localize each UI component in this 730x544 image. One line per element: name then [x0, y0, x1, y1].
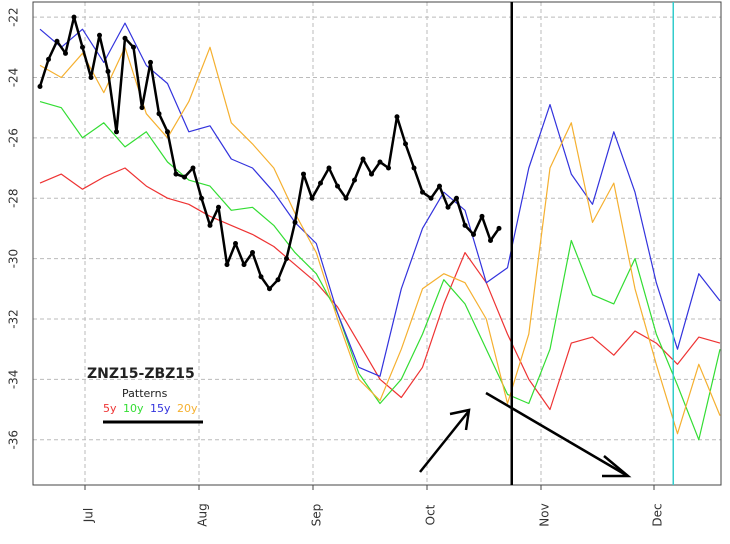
data-point: [326, 165, 332, 171]
data-point: [224, 262, 230, 268]
arrow-up-icon: [419, 411, 469, 473]
data-point: [462, 222, 468, 228]
data-point: [63, 50, 68, 56]
data-point: [428, 195, 434, 201]
legend-item-5y: 5y: [103, 402, 117, 415]
data-point: [71, 14, 77, 20]
y-tick-label: -36: [7, 430, 21, 450]
y-axis: -22 -24 -26 -28 -30 -32 -34 -36: [7, 7, 21, 449]
data-point: [122, 35, 128, 41]
data-point: [54, 38, 60, 44]
data-point: [139, 105, 145, 111]
data-point: [148, 59, 153, 65]
data-point: [97, 32, 102, 38]
legend-item-20y: 20y: [177, 402, 198, 415]
data-point: [199, 195, 204, 201]
data-point: [343, 195, 349, 201]
arrow-down-head: [602, 455, 632, 478]
data-point: [105, 68, 111, 74]
y-tick-label: -34: [7, 370, 21, 390]
x-axis: Jul Aug Sep Oct Nov Dec: [82, 485, 665, 527]
legend-item-10y: 10y: [123, 402, 144, 415]
data-point: [403, 141, 408, 147]
y-tick-label: -32: [7, 309, 21, 329]
arrow-up-head: [449, 408, 471, 431]
data-point: [420, 189, 425, 195]
x-tick-label: Sep: [310, 504, 324, 527]
x-tick-label: Aug: [196, 503, 210, 526]
data-point: [335, 183, 340, 189]
legend-item-15y: 15y: [150, 402, 171, 415]
y-tick-label: -28: [7, 188, 21, 208]
x-tick-label: Oct: [424, 504, 438, 525]
y-tick-label: -26: [7, 128, 21, 148]
data-point: [479, 213, 485, 219]
data-point: [88, 74, 94, 80]
data-point: [360, 156, 366, 162]
data-point: [454, 195, 459, 201]
data-point: [377, 159, 383, 165]
annotations: [419, 2, 674, 485]
data-point: [156, 111, 162, 117]
y-tick-label: -22: [7, 7, 21, 27]
x-tick-label: Nov: [538, 503, 552, 526]
data-point: [471, 231, 476, 237]
y-tick-label: -30: [7, 249, 21, 269]
data-point: [258, 274, 264, 280]
data-point: [216, 204, 221, 210]
data-point: [267, 286, 272, 292]
chart-title: ZNZ15-ZBZ15: [87, 366, 195, 382]
series-line-5y: [39, 167, 721, 411]
data-point: [394, 114, 400, 120]
data-point: [284, 256, 289, 262]
data-point: [241, 262, 247, 268]
data-point: [131, 44, 136, 50]
series-line-15y: [39, 22, 721, 377]
series-line-10y: [39, 101, 721, 441]
data-point: [80, 44, 85, 50]
y-tick-label: -24: [7, 68, 21, 88]
data-point: [488, 237, 493, 243]
series-line-20y: [39, 46, 721, 435]
data-point: [386, 165, 391, 171]
legend: ZNZ15-ZBZ15 Patterns 5y 10y 15y 20y: [87, 366, 203, 424]
data-point: [114, 129, 119, 135]
data-point: [445, 204, 451, 210]
data-point: [411, 165, 417, 171]
data-point: [173, 171, 179, 177]
data-point: [301, 171, 306, 177]
data-point: [233, 241, 238, 246]
data-point: [352, 177, 357, 183]
data-point: [37, 84, 43, 90]
data-point: [275, 277, 281, 283]
legend-title: Patterns: [122, 387, 168, 400]
series-layer: [37, 14, 721, 441]
plot-frame: [32, 1, 722, 486]
data-point: [292, 219, 298, 225]
data-point: [309, 195, 315, 201]
data-point: [46, 56, 51, 62]
data-point: [369, 171, 374, 177]
data-point: [207, 222, 213, 228]
data-point: [496, 225, 502, 231]
data-point: [437, 183, 442, 189]
chart-grid: [33, 2, 721, 485]
data-point: [165, 129, 170, 135]
arrow-down-icon: [485, 391, 627, 477]
legend-labels: 5y 10y 15y 20y: [103, 402, 198, 415]
data-point: [182, 174, 187, 180]
data-point: [250, 250, 255, 256]
data-point: [190, 165, 196, 171]
x-tick-label: Dec: [651, 503, 665, 526]
series-line-actual: [38, 15, 501, 291]
x-tick-label: Jul: [82, 508, 96, 523]
data-point: [318, 180, 323, 186]
